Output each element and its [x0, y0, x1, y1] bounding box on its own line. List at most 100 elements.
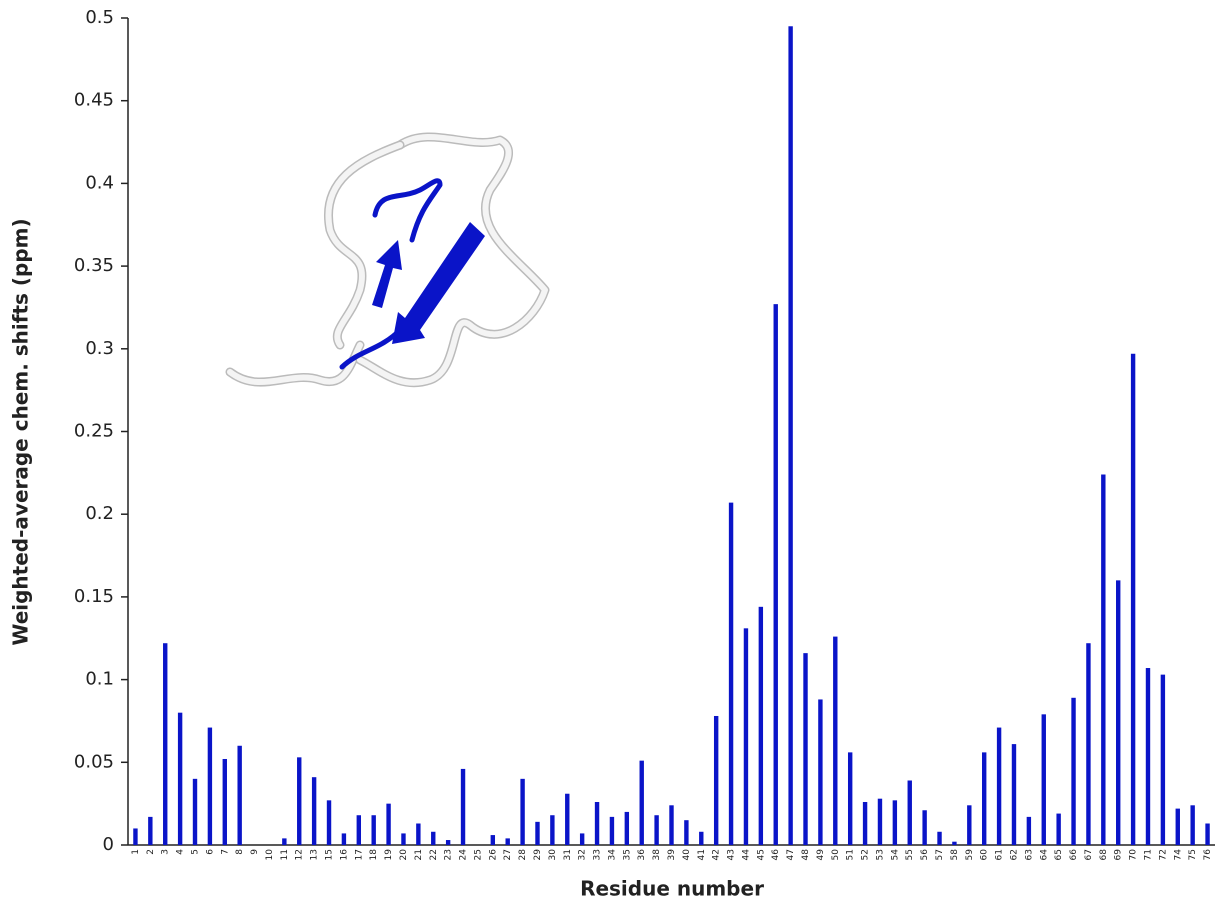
x-tick-label: 69 [1114, 849, 1124, 861]
x-tick-label: 16 [339, 849, 349, 861]
x-tick-label: 75 [1188, 849, 1198, 860]
bar [1190, 805, 1194, 845]
x-tick-label: 56 [920, 849, 930, 861]
x-tick-label: 35 [622, 849, 632, 860]
y-tick-label: 0.45 [74, 90, 114, 111]
x-tick-label: 44 [741, 849, 751, 861]
bar [788, 26, 792, 845]
x-tick-label: 24 [459, 849, 469, 861]
x-tick-label: 25 [473, 849, 483, 860]
bar [297, 757, 301, 845]
x-tick-label: 70 [1129, 849, 1139, 861]
x-tick-label: 64 [1039, 849, 1049, 861]
x-tick-label: 42 [712, 849, 722, 860]
x-tick-label: 62 [1009, 849, 1019, 860]
x-tick-label: 55 [905, 849, 915, 860]
x-tick-label: 39 [667, 849, 677, 861]
y-tick-label: 0.3 [85, 338, 114, 359]
x-axis-title: Residue number [580, 877, 764, 901]
bar [803, 653, 807, 845]
x-tick-label: 61 [995, 849, 1005, 860]
bar [937, 832, 941, 845]
x-tick-label: 22 [429, 849, 439, 860]
bar [1012, 744, 1016, 845]
bar [386, 804, 390, 845]
bar [982, 752, 986, 845]
x-tick-label: 19 [384, 849, 394, 861]
bar [178, 713, 182, 845]
x-tick-label: 60 [980, 849, 990, 861]
chart: Residue number Weighted-average chem. sh… [0, 0, 1225, 903]
y-axis-title: Weighted-average chem. shifts (ppm) [9, 218, 33, 645]
x-tick-label: 31 [563, 849, 573, 860]
bar [223, 759, 227, 845]
bar [1042, 714, 1046, 845]
bar [1131, 354, 1135, 845]
bar [848, 752, 852, 845]
bar [416, 823, 420, 845]
x-tick-label: 76 [1203, 849, 1213, 861]
bar [237, 746, 241, 845]
x-tick-label: 12 [295, 849, 305, 860]
x-tick-label: 26 [488, 849, 498, 861]
x-tick-label: 8 [235, 849, 245, 855]
x-tick-label: 18 [369, 849, 379, 861]
bar [208, 728, 212, 845]
bar [148, 817, 152, 845]
bar [163, 643, 167, 845]
x-tick-label: 48 [801, 849, 811, 861]
bar [1161, 675, 1165, 845]
x-tick-label: 29 [533, 849, 543, 861]
x-tick-label: 5 [191, 849, 201, 855]
bar [535, 822, 539, 845]
bar [669, 805, 673, 845]
bar [714, 716, 718, 845]
x-tick-label: 63 [1024, 849, 1034, 860]
protein-structure [230, 137, 545, 383]
y-tick-label: 0.2 [85, 503, 114, 524]
x-tick-label: 68 [1099, 849, 1109, 861]
bar [401, 833, 405, 845]
y-tick-label: 0.35 [74, 255, 114, 276]
x-tick-label: 66 [1069, 849, 1079, 861]
x-tick-label: 38 [652, 849, 662, 861]
x-tick-label: 36 [637, 849, 647, 861]
x-tick-label: 65 [1054, 849, 1064, 860]
x-tick-label: 15 [325, 849, 335, 860]
bar [550, 815, 554, 845]
x-tick-label: 51 [846, 849, 856, 860]
x-tick-label: 23 [444, 849, 454, 860]
x-tick-label: 40 [682, 849, 692, 861]
x-tick-label: 59 [965, 849, 975, 861]
bar [506, 838, 510, 845]
bar [431, 832, 435, 845]
x-tick-label: 43 [727, 849, 737, 860]
bar [922, 810, 926, 845]
bar [1086, 643, 1090, 845]
bar [446, 840, 450, 845]
x-tick-label: 74 [1173, 849, 1183, 861]
x-tick-label: 58 [950, 849, 960, 861]
x-tick-label: 21 [414, 849, 424, 860]
bar [863, 802, 867, 845]
bar [327, 800, 331, 845]
bar [1027, 817, 1031, 845]
x-tick-label: 3 [161, 849, 171, 855]
y-tick-label: 0 [103, 834, 114, 855]
bar [1176, 809, 1180, 845]
bar [640, 761, 644, 845]
x-tick-label: 13 [310, 849, 320, 860]
bar [625, 812, 629, 845]
bar [818, 699, 822, 845]
x-tick-label: 34 [607, 849, 617, 861]
bar [833, 637, 837, 845]
x-tick-label: 57 [935, 849, 945, 860]
bar [580, 833, 584, 845]
x-tick-label: 9 [250, 849, 260, 855]
x-tick-label: 1 [131, 849, 141, 855]
bar [952, 842, 956, 845]
bar [342, 833, 346, 845]
y-tick-label: 0.4 [85, 172, 114, 193]
x-tick-label: 20 [399, 849, 409, 861]
y-tick-label: 0.15 [74, 586, 114, 607]
